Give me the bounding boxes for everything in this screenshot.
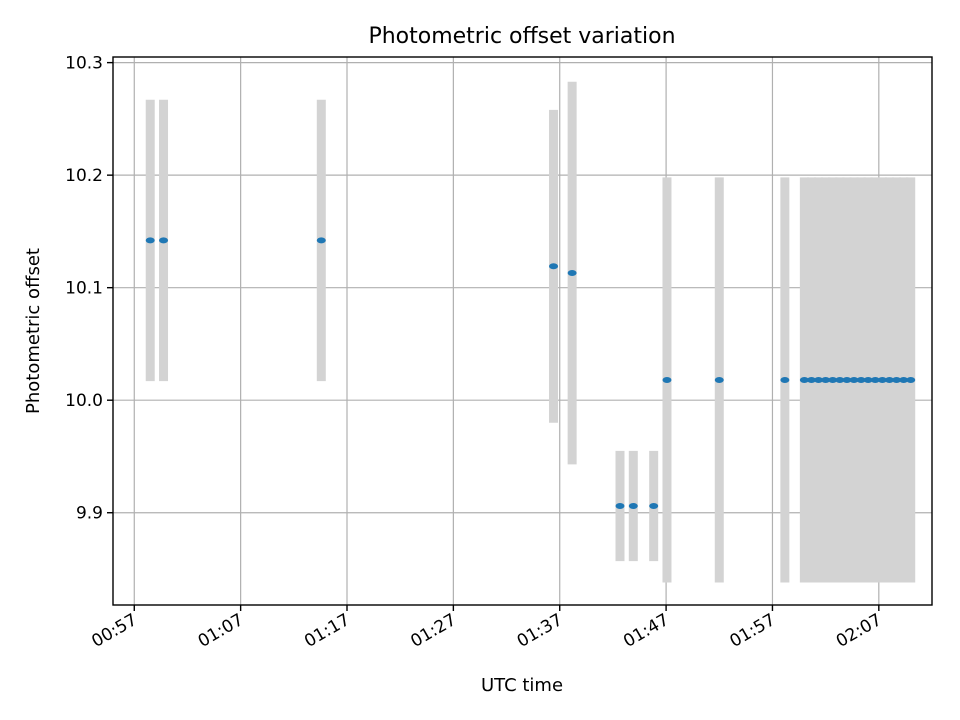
data-point	[662, 376, 672, 383]
data-point	[842, 376, 852, 383]
y-tick-label: 10.1	[65, 279, 103, 299]
data-point	[821, 376, 831, 383]
data-point	[856, 376, 866, 383]
data-point	[884, 376, 894, 383]
x-tick-label: 01:57	[727, 610, 779, 652]
data-point	[714, 376, 724, 383]
y-tick-label: 10.2	[65, 166, 103, 186]
data-point	[567, 270, 577, 277]
data-point	[877, 376, 887, 383]
data-point	[849, 376, 859, 383]
y-tick-label: 10.0	[65, 391, 103, 411]
data-point	[799, 376, 809, 383]
plot-frame	[112, 56, 933, 606]
x-axis-label: UTC time	[481, 675, 563, 696]
data-point	[549, 263, 559, 270]
data-point	[835, 376, 845, 383]
data-point	[899, 376, 909, 383]
y-axis-label: Photometric offset	[23, 248, 44, 414]
x-tick-label: 01:47	[620, 610, 672, 652]
error-bars	[145, 81, 916, 583]
x-tick-label: 01:37	[514, 610, 566, 652]
data-point	[159, 237, 169, 244]
chart-title: Photometric offset variation	[368, 24, 675, 49]
data-point	[615, 502, 625, 509]
data-point	[145, 237, 155, 244]
y-tick-label: 10.3	[65, 54, 103, 74]
y-tick-label: 9.9	[76, 504, 103, 524]
data-point	[892, 376, 902, 383]
x-axis-ticks: 00:57 01:07 01:17 01:27 01:37 01:47 01:57 02:07	[88, 605, 885, 652]
data-point	[806, 376, 816, 383]
x-tick-label: 02:07	[833, 610, 885, 652]
data-point	[828, 376, 838, 383]
x-tick-label: 01:17	[301, 610, 353, 652]
data-point	[649, 502, 659, 509]
data-point	[628, 502, 638, 509]
x-tick-label: 01:27	[407, 610, 459, 652]
x-tick-label: 01:07	[195, 610, 247, 652]
data-point	[863, 376, 873, 383]
data-point	[780, 376, 790, 383]
data-point	[906, 376, 916, 383]
y-axis-ticks: 9.9 10.0 10.1 10.2 10.3	[65, 54, 113, 524]
data-point	[814, 376, 824, 383]
x-tick-label: 00:57	[88, 610, 140, 652]
data-point	[870, 376, 880, 383]
data-points	[145, 237, 916, 509]
data-point	[316, 237, 326, 244]
